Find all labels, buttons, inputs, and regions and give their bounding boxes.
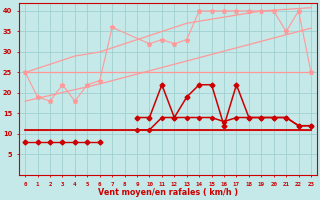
X-axis label: Vent moyen/en rafales ( km/h ): Vent moyen/en rafales ( km/h ) — [98, 188, 238, 197]
